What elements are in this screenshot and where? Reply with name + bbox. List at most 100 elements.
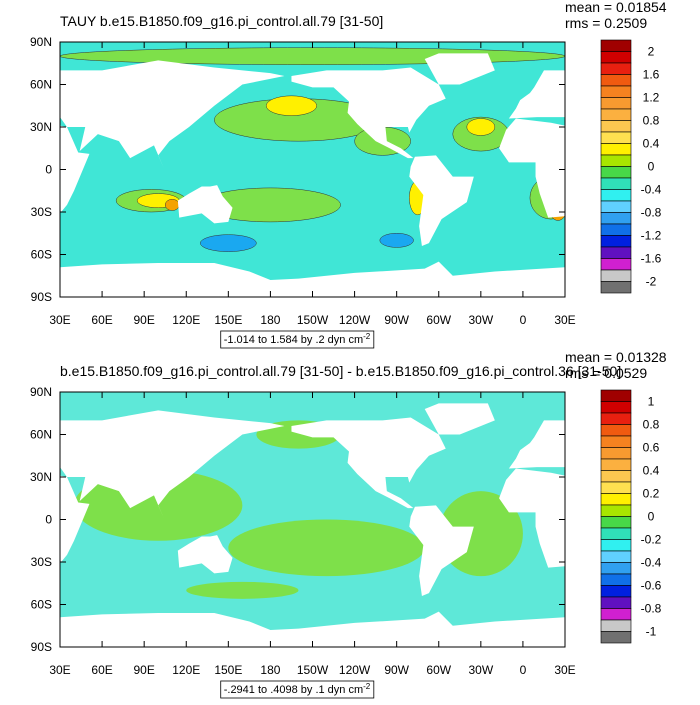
colorbar-box: [600, 562, 632, 575]
land: [60, 410, 285, 519]
lon-label: 120W: [339, 313, 371, 327]
colorbar-box: [600, 401, 632, 414]
land: [409, 505, 474, 596]
colorbar-box: [600, 435, 632, 448]
colorbar-box: [600, 424, 632, 437]
contour-region: [200, 234, 257, 252]
lon-label: 180: [260, 663, 280, 677]
colorbar-label: 0.8: [643, 114, 660, 128]
land: [291, 417, 446, 509]
caption-box: [220, 330, 375, 349]
lat-label: 30N: [30, 470, 52, 484]
lon-label: 30E: [554, 313, 575, 327]
colorbar-box: [600, 108, 632, 121]
colorbar-box: [600, 470, 632, 483]
lon-label: 120W: [339, 663, 371, 677]
lon-label: 60E: [91, 313, 112, 327]
lon-label: 90E: [133, 663, 154, 677]
colorbar-label: 0.4: [643, 137, 660, 151]
lon-label: 180: [260, 313, 280, 327]
colorbar-label: -0.8: [641, 206, 662, 220]
lon-label: 30W: [468, 313, 493, 327]
land: [499, 118, 565, 218]
colorbar-box: [600, 281, 632, 294]
colorbar-box: [600, 143, 632, 156]
lon-label: 0: [520, 313, 527, 327]
lon-label: 150E: [214, 313, 242, 327]
panel-title: TAUY b.e15.B1850.f09_g16.pi_control.all.…: [60, 13, 383, 29]
colorbar-label: -0.2: [641, 533, 662, 547]
land: [499, 468, 565, 568]
colorbar-box: [600, 177, 632, 190]
land: [177, 185, 233, 224]
map-panel: TAUY b.e15.B1850.f09_g16.pi_control.all.…: [30, 0, 667, 349]
lat-label: 30N: [30, 120, 52, 134]
lon-label: 90W: [384, 313, 409, 327]
colorbar-box: [600, 85, 632, 98]
colorbar-label: -0.4: [641, 556, 662, 570]
land: [60, 475, 90, 564]
colorbar-label: 1.6: [643, 68, 660, 82]
lat-label: 0: [45, 163, 52, 177]
lat-label: 90N: [30, 35, 52, 49]
colorbar-label: -0.8: [641, 602, 662, 616]
lon-label: 150W: [297, 663, 329, 677]
land: [508, 70, 565, 119]
lon-label: 60W: [426, 663, 451, 677]
colorbar-label: 0: [648, 510, 655, 524]
colorbar-box: [600, 39, 632, 52]
lon-label: 0: [520, 663, 527, 677]
lon-label: 60W: [426, 313, 451, 327]
lon-label: 90E: [133, 313, 154, 327]
lon-label: 90W: [384, 663, 409, 677]
contour-region: [466, 118, 496, 136]
colorbar-label: 0.6: [643, 441, 660, 455]
colorbar-label: 0.2: [643, 487, 660, 501]
colorbar-box: [600, 539, 632, 552]
lat-label: 60N: [30, 428, 52, 442]
mean-label: mean = 0.01328: [565, 349, 667, 365]
colorbar-label: 0: [648, 160, 655, 174]
contour-region: [379, 233, 414, 248]
colorbar-box: [600, 223, 632, 236]
caption-sup: -2: [363, 332, 371, 341]
colorbar-label: -1.6: [641, 252, 662, 266]
colorbar-label: 1.2: [643, 91, 660, 105]
caption: -1.014 to 1.584 by .2 dyn cm-2: [224, 332, 371, 346]
colorbar-box: [600, 62, 632, 75]
colorbar-box: [600, 447, 632, 460]
colorbar-box: [600, 189, 632, 202]
caption: -.2941 to .4098 by .1 dyn cm-2: [224, 682, 371, 696]
colorbar-box: [600, 258, 632, 271]
land: [424, 403, 495, 435]
colorbar-label: -0.4: [641, 183, 662, 197]
lat-label: 0: [45, 513, 52, 527]
lon-label: 30E: [554, 663, 575, 677]
lat-label: 60N: [30, 78, 52, 92]
colorbar-box: [600, 619, 632, 632]
colorbar-box: [600, 246, 632, 259]
colorbar-label: 0.8: [643, 418, 660, 432]
land: [60, 261, 565, 297]
colorbar-box: [600, 200, 632, 213]
colorbar-box: [600, 504, 632, 517]
colorbar-box: [600, 154, 632, 167]
colorbar-box: [600, 389, 632, 402]
colorbar-box: [600, 74, 632, 87]
lat-label: 90S: [31, 640, 52, 654]
lon-label: 150E: [214, 663, 242, 677]
rms-label: rms = 0.2509: [565, 15, 647, 31]
panel-title: b.e15.B1850.f09_g16.pi_control.all.79 [3…: [60, 363, 621, 379]
colorbar-box: [600, 550, 632, 563]
colorbar-box: [600, 51, 632, 64]
lat-label: 30S: [31, 555, 52, 569]
colorbar-box: [600, 269, 632, 282]
colorbar-box: [600, 481, 632, 494]
lat-label: 60S: [31, 248, 52, 262]
lat-label: 30S: [31, 205, 52, 219]
map-panel: b.e15.B1850.f09_g16.pi_control.all.79 [3…: [30, 349, 667, 699]
colorbar-box: [600, 458, 632, 471]
field: [60, 392, 565, 647]
colorbar-label: -1: [646, 625, 657, 639]
